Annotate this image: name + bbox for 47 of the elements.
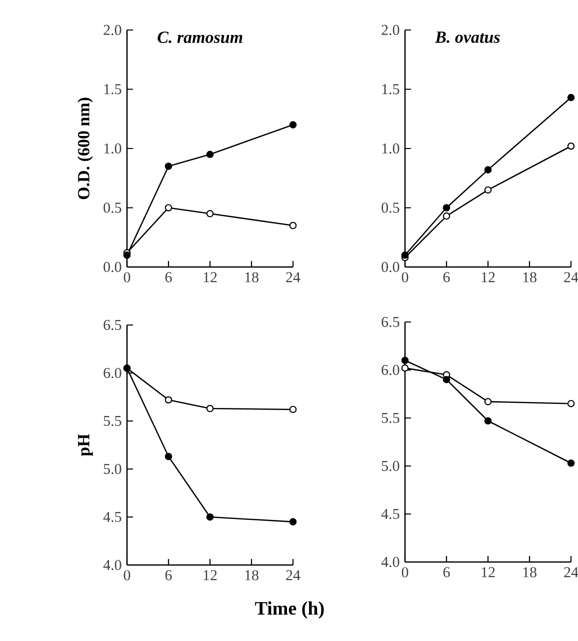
y-tick-label: 4.0 [381, 556, 400, 568]
x-tick-label: 6 [165, 272, 172, 282]
x-tick-label: 6 [165, 570, 172, 580]
x-tick-label: 0 [124, 570, 130, 580]
x-tick-label: 18 [245, 570, 258, 580]
y-tick-label: 6.0 [382, 364, 400, 376]
x-tick-label: 24 [564, 272, 578, 282]
y-tick-label: 4.0 [103, 560, 122, 570]
x-tick-label: 6 [443, 272, 450, 282]
x-tick-label: 24 [564, 567, 578, 578]
y-tick-label: 1.0 [382, 143, 400, 154]
y-tick-label: 5.5 [104, 416, 122, 426]
y-tick-label: 0.0 [382, 262, 400, 272]
x-tick-label: 0 [124, 272, 130, 282]
x-tick-label: 18 [523, 567, 536, 578]
y-tick-label: 1.0 [104, 143, 122, 154]
x-axis-title: Time (h) [255, 601, 324, 619]
y-tick-label: 6.5 [104, 320, 122, 330]
y-axis-title: O.D. (600 nm) [77, 98, 93, 200]
x-tick-label: 12 [204, 272, 217, 282]
x-tick-label: 24 [286, 570, 300, 580]
y-tick-label: 2.0 [104, 24, 122, 36]
x-tick-label: 18 [245, 272, 258, 282]
y-tick-label: 5.5 [382, 412, 400, 424]
x-tick-label: 12 [204, 570, 217, 580]
y-tick-label: 2.0 [382, 24, 400, 36]
y-axis-title: pH [78, 434, 93, 456]
x-tick-label: 6 [443, 567, 450, 578]
chart-title: B. ovatus [434, 32, 500, 43]
y-tick-label: 1.5 [104, 84, 122, 94]
y-tick-label: 0.5 [104, 202, 122, 213]
y-tick-label: 0.5 [382, 202, 400, 213]
y-tick-label: 6.5 [382, 316, 400, 328]
y-tick-label: 5.0 [104, 464, 122, 474]
x-tick-label: 12 [482, 272, 495, 282]
y-tick-label: 6.0 [104, 368, 122, 378]
y-tick-label: 0.0 [104, 262, 122, 272]
x-tick-label: 18 [523, 272, 536, 282]
x-tick-label: 0 [402, 567, 408, 578]
x-tick-label: 12 [482, 567, 495, 578]
y-tick-label: 1.5 [382, 84, 400, 94]
chart-title: C. ramosum [158, 32, 242, 44]
y-tick-label: 5.0 [382, 460, 400, 472]
y-tick-label: 4.5 [381, 508, 400, 520]
y-tick-label: 4.5 [103, 512, 122, 522]
x-tick-label: 0 [402, 272, 408, 282]
x-tick-label: 24 [286, 272, 300, 282]
